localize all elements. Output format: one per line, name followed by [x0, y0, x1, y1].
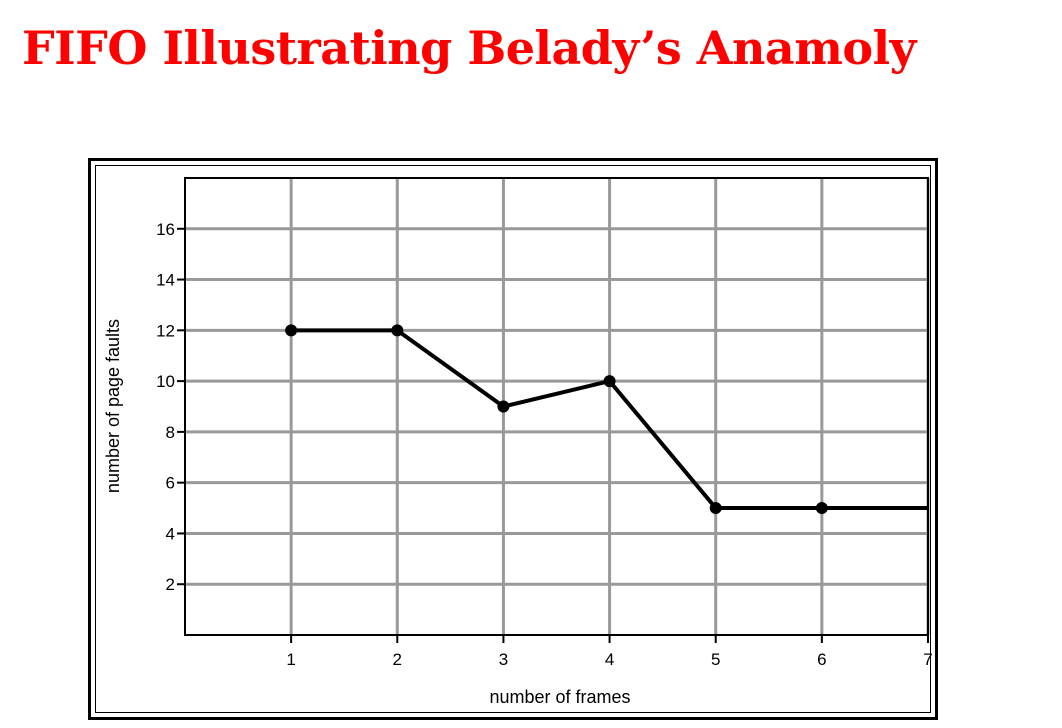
- y-tick-label: 16: [156, 220, 175, 239]
- data-point: [603, 375, 616, 388]
- grid: [185, 178, 930, 635]
- x-tick-label: 1: [286, 650, 295, 669]
- y-tick-label: 14: [156, 271, 175, 290]
- x-tick-label: 2: [393, 650, 402, 669]
- x-axis-title: number of frames: [489, 687, 630, 707]
- x-tick-label: 3: [499, 650, 508, 669]
- data-point: [285, 324, 298, 337]
- x-tick-label: 6: [817, 650, 826, 669]
- data-point: [391, 324, 404, 337]
- y-tick-label: 2: [166, 575, 175, 594]
- slide-title: FIFO Illustrating Belady’s Anamoly: [22, 21, 916, 75]
- data-point: [709, 502, 722, 515]
- y-tick-label: 6: [166, 474, 175, 493]
- x-tick-label: 4: [605, 650, 614, 669]
- y-tick-label: 10: [156, 372, 175, 391]
- x-tick-label: 5: [711, 650, 720, 669]
- series: [285, 324, 928, 515]
- x-tick-label: 7: [923, 650, 932, 669]
- plot-area-border: [184, 177, 929, 636]
- y-tick-label: 4: [166, 524, 175, 543]
- y-tick-label: 8: [166, 423, 175, 442]
- y-tick-label: 12: [156, 321, 175, 340]
- data-point: [497, 400, 510, 413]
- data-point: [815, 502, 828, 515]
- y-axis-title: number of page faults: [103, 319, 123, 493]
- figure-frame: [88, 158, 938, 720]
